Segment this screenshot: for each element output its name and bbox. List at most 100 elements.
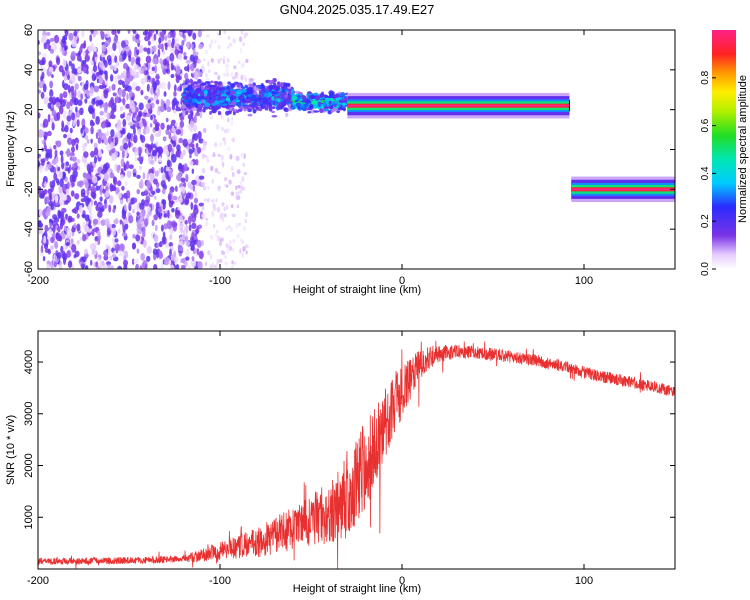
noise-speckle xyxy=(226,72,230,77)
noise-speckle xyxy=(191,44,194,49)
noise-speckle xyxy=(77,75,82,82)
band-speckle xyxy=(277,81,281,85)
noise-speckle xyxy=(56,252,62,259)
noise-speckle xyxy=(216,229,219,234)
noise-speckle xyxy=(98,149,102,158)
noise-speckle xyxy=(91,185,96,193)
noise-speckle xyxy=(220,114,224,120)
noise-speckle xyxy=(162,58,168,66)
band-speckle xyxy=(186,103,191,108)
noise-speckle xyxy=(165,117,169,123)
noise-speckle xyxy=(145,125,150,135)
noise-speckle xyxy=(106,130,109,137)
noise-speckle xyxy=(49,192,53,201)
band-speckle xyxy=(245,98,252,102)
noise-speckle xyxy=(223,207,226,212)
band-speckle xyxy=(217,92,222,95)
noise-speckle xyxy=(196,248,200,256)
band-speckle xyxy=(240,89,247,93)
noise-speckle xyxy=(147,99,151,104)
noise-speckle xyxy=(76,119,80,127)
noise-speckle xyxy=(44,166,49,172)
band-speckle xyxy=(271,96,275,101)
noise-speckle xyxy=(57,209,61,218)
noise-speckle xyxy=(59,150,64,156)
noise-speckle xyxy=(133,204,137,212)
noise-speckle xyxy=(118,79,124,85)
noise-speckle xyxy=(202,214,205,221)
noise-speckle xyxy=(119,219,123,225)
noise-speckle xyxy=(70,85,75,92)
noise-speckle xyxy=(190,244,195,251)
noise-speckle xyxy=(198,138,204,144)
tonal-line-core xyxy=(347,104,570,107)
noise-speckle xyxy=(182,233,185,240)
band-speckle xyxy=(328,100,332,105)
noise-speckle xyxy=(126,132,132,140)
noise-speckle xyxy=(124,203,127,212)
band-speckle xyxy=(188,82,192,85)
noise-speckle xyxy=(128,76,133,82)
noise-speckle xyxy=(178,196,183,203)
noise-speckle xyxy=(168,169,172,178)
noise-speckle xyxy=(185,59,191,64)
noise-speckle xyxy=(70,238,74,245)
noise-speckle xyxy=(110,114,116,120)
noise-speckle xyxy=(107,122,112,128)
noise-speckle xyxy=(230,72,234,78)
noise-speckle xyxy=(177,53,183,61)
band-speckle xyxy=(185,110,189,116)
spectrogram-ytick-label: -20 xyxy=(23,181,35,197)
noise-speckle xyxy=(80,127,84,134)
noise-speckle xyxy=(83,151,89,158)
noise-speckle xyxy=(126,170,132,178)
band-speckle xyxy=(258,96,263,101)
noise-speckle xyxy=(150,185,153,194)
noise-speckle xyxy=(241,252,244,258)
noise-speckle xyxy=(116,30,121,35)
noise-speckle xyxy=(73,97,79,106)
noise-speckle xyxy=(56,111,61,121)
noise-speckle xyxy=(43,189,48,195)
noise-speckle xyxy=(139,202,145,210)
noise-speckle xyxy=(89,86,94,94)
noise-speckle xyxy=(60,99,67,108)
noise-speckle xyxy=(138,66,141,73)
noise-speckle xyxy=(164,34,168,42)
band-speckle xyxy=(198,107,203,112)
noise-speckle xyxy=(80,198,86,203)
band-speckle xyxy=(229,96,234,101)
band-speckle xyxy=(194,99,199,103)
band-speckle xyxy=(204,102,211,108)
noise-speckle xyxy=(62,35,66,44)
band-speckle xyxy=(230,91,236,95)
noise-speckle xyxy=(241,239,245,245)
noise-speckle xyxy=(158,156,162,163)
noise-speckle xyxy=(119,106,124,112)
noise-speckle xyxy=(222,136,226,142)
noise-speckle xyxy=(83,225,90,233)
noise-speckle xyxy=(89,243,96,250)
noise-speckle xyxy=(165,68,169,73)
noise-speckle xyxy=(89,259,93,266)
snr-ytick-label: 4000 xyxy=(23,350,35,374)
noise-speckle xyxy=(231,247,235,252)
noise-speckle xyxy=(74,137,79,145)
noise-speckle xyxy=(159,105,165,113)
noise-speckle xyxy=(214,142,218,148)
noise-speckle xyxy=(63,242,66,251)
noise-speckle xyxy=(114,244,120,252)
noise-speckle xyxy=(119,199,124,205)
noise-speckle xyxy=(62,110,67,119)
noise-speckle xyxy=(49,89,54,98)
noise-speckle xyxy=(69,127,73,134)
noise-speckle xyxy=(111,236,116,244)
noise-speckle xyxy=(217,153,221,158)
noise-speckle xyxy=(127,30,131,35)
noise-speckle xyxy=(111,223,116,229)
noise-speckle xyxy=(178,222,185,229)
noise-speckle xyxy=(80,93,84,101)
noise-speckle xyxy=(232,137,235,143)
noise-speckle xyxy=(202,144,206,151)
noise-speckle xyxy=(99,186,103,196)
